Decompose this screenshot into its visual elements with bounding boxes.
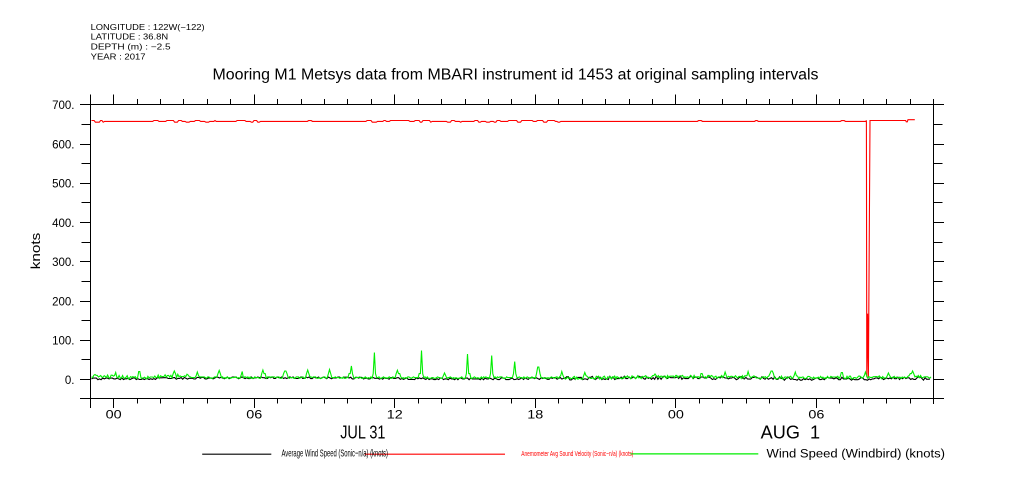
svg-text:AUG 1: AUG 1 [761, 423, 820, 443]
svg-text:00: 00 [106, 409, 122, 421]
svg-text:100.: 100. [52, 336, 74, 348]
svg-text:DEPTH (m) : −2.5: DEPTH (m) : −2.5 [91, 43, 172, 52]
svg-text:06: 06 [246, 409, 262, 421]
svg-text:Average Wind Speed (Sonic−n/a): Average Wind Speed (Sonic−n/a) (knots) [282, 448, 389, 460]
svg-text:YEAR : 2017: YEAR : 2017 [91, 52, 147, 61]
svg-text:700.: 700. [52, 100, 74, 112]
svg-text:12: 12 [387, 409, 403, 421]
svg-text:200.: 200. [52, 296, 74, 308]
svg-text:Anemometer Avg Sound Velocity: Anemometer Avg Sound Velocity (Sonic−n/a… [521, 449, 633, 458]
svg-text:600.: 600. [52, 139, 74, 151]
svg-text:500.: 500. [52, 179, 74, 191]
svg-text:LATITUDE : 36.8N: LATITUDE : 36.8N [91, 33, 169, 42]
svg-text:00: 00 [668, 409, 684, 421]
svg-text:JUL 31: JUL 31 [340, 423, 385, 443]
svg-text:06: 06 [808, 409, 824, 421]
svg-text:18: 18 [527, 409, 543, 421]
svg-text:Mooring M1 Metsys data from MB: Mooring M1 Metsys data from MBARI instru… [213, 66, 819, 83]
svg-text:LONGITUDE : 122W(−122): LONGITUDE : 122W(−122) [91, 23, 205, 32]
svg-text:knots: knots [28, 232, 43, 269]
svg-text:0.: 0. [65, 375, 75, 387]
svg-text:Wind Speed (Windbird) (knots): Wind Speed (Windbird) (knots) [767, 447, 946, 461]
svg-text:400.: 400. [52, 218, 74, 230]
svg-text:300.: 300. [52, 257, 74, 269]
